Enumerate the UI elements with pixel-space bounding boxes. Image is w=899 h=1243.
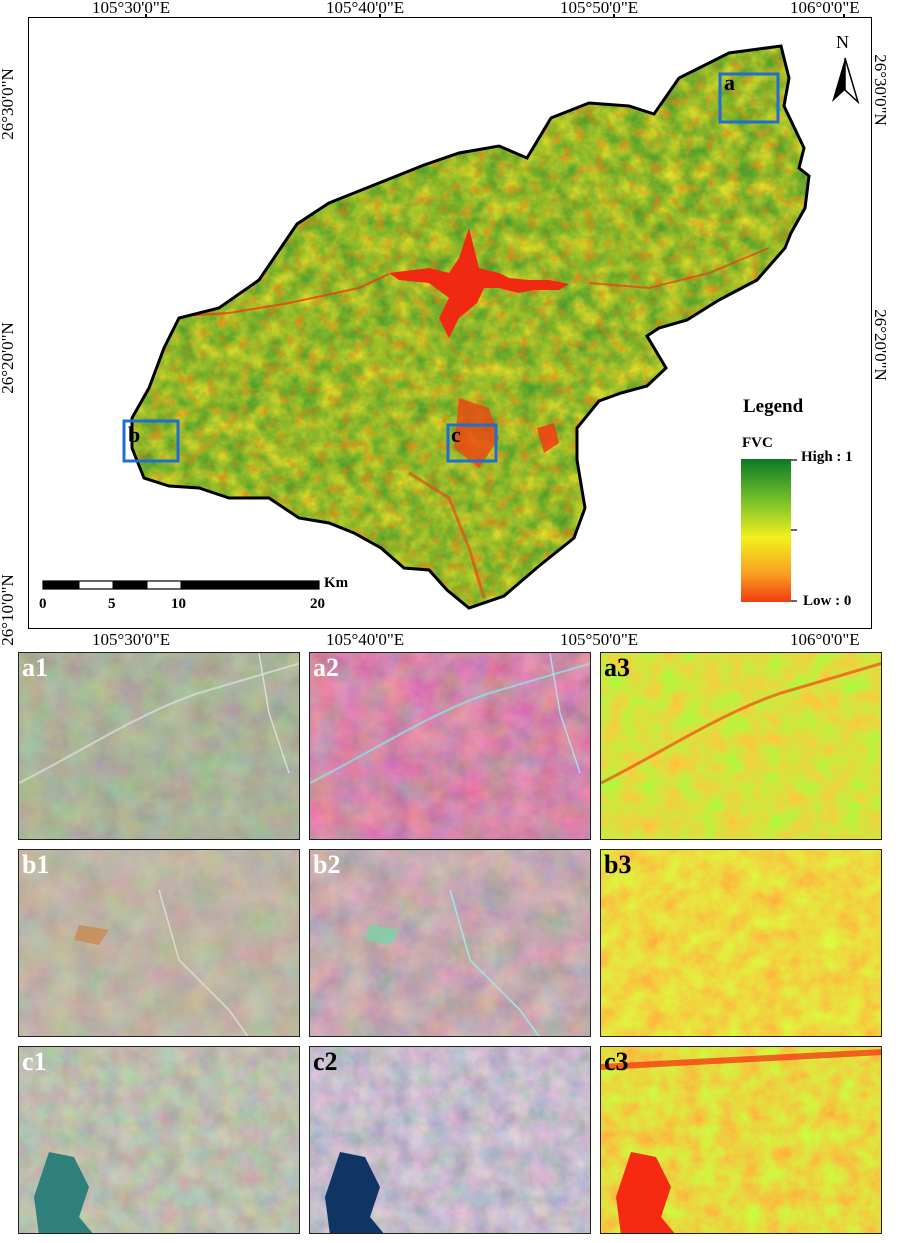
scale-tick-0: 0 xyxy=(39,596,47,612)
main-map: N a b c Legend FVC High : 1 Low : 0 Km 0… xyxy=(28,17,872,629)
panel-label-c3: c3 xyxy=(604,1047,629,1076)
lat-label-right-1: 26°30'0"N xyxy=(870,54,890,126)
north-arrow-icon xyxy=(832,57,860,105)
scale-tick-10: 10 xyxy=(171,596,186,612)
inspection-box-b xyxy=(122,419,180,463)
panel-label-c1: c1 xyxy=(22,1047,47,1076)
panel-label-c2: c2 xyxy=(313,1047,338,1076)
panel-c1-image xyxy=(19,1047,299,1233)
lat-label-left-1: 26°30'0"N xyxy=(0,68,17,140)
legend-variable: FVC xyxy=(742,435,773,451)
fvc-map-canvas xyxy=(42,44,860,610)
scale-tick-20: 20 xyxy=(310,596,325,612)
panel-c3: c3 xyxy=(600,1046,882,1234)
panel-label-a3: a3 xyxy=(604,653,630,682)
scale-unit: Km xyxy=(324,575,349,591)
lon-label-top-2: 105°40'0"E xyxy=(326,0,405,17)
lat-label-left-3: 26°10'0"N xyxy=(0,574,17,646)
panel-b3-image xyxy=(601,850,881,1036)
inspection-box-c xyxy=(446,423,498,463)
lat-label-left-2: 26°20'0"N xyxy=(0,322,17,394)
lon-label-top-4: 106°0'0"E xyxy=(790,0,860,17)
panel-b3: b3 xyxy=(600,849,882,1037)
panel-b1-image xyxy=(19,850,299,1036)
legend-low-label: Low : 0 xyxy=(803,593,852,609)
panel-a1: a1 xyxy=(18,652,300,840)
panel-label-a2: a2 xyxy=(313,653,339,682)
panel-a3-image xyxy=(601,653,881,839)
lon-label-bottom-2: 105°40'0"E xyxy=(326,630,405,649)
panel-b2: b2 xyxy=(309,849,591,1037)
north-label: N xyxy=(836,32,849,52)
region-boundary xyxy=(130,44,811,610)
panel-c1: c1 xyxy=(18,1046,300,1234)
lon-label-top-1: 105°30'0"E xyxy=(92,0,171,17)
panel-a2: a2 xyxy=(309,652,591,840)
box-label-b: b xyxy=(128,422,141,447)
box-label-a: a xyxy=(724,70,735,95)
scale-bar xyxy=(42,580,320,590)
panel-label-b3: b3 xyxy=(604,850,632,879)
legend-title: Legend xyxy=(743,396,804,417)
box-label-c: c xyxy=(451,422,461,447)
panel-label-a1: a1 xyxy=(22,653,48,682)
inspection-box-a xyxy=(718,72,780,124)
lat-label-right-2: 26°20'0"N xyxy=(870,309,890,381)
legend-color-ramp xyxy=(741,459,791,602)
panel-label-b1: b1 xyxy=(22,850,50,879)
lon-label-bottom-1: 105°30'0"E xyxy=(92,630,171,649)
panel-label-b2: b2 xyxy=(313,850,341,879)
panel-b2-image xyxy=(310,850,590,1036)
panel-c3-image xyxy=(601,1047,881,1233)
scale-tick-5: 5 xyxy=(108,596,116,612)
panel-c2: c2 xyxy=(309,1046,591,1234)
lon-label-top-3: 105°50'0"E xyxy=(560,0,639,17)
lon-label-bottom-3: 105°50'0"E xyxy=(560,630,639,649)
panel-a2-image xyxy=(310,653,590,839)
legend-high-label: High : 1 xyxy=(801,449,853,465)
panel-a1-image xyxy=(19,653,299,839)
panel-c2-image xyxy=(310,1047,590,1233)
panel-b1: b1 xyxy=(18,849,300,1037)
panel-a3: a3 xyxy=(600,652,882,840)
lon-label-bottom-4: 106°0'0"E xyxy=(790,630,860,649)
